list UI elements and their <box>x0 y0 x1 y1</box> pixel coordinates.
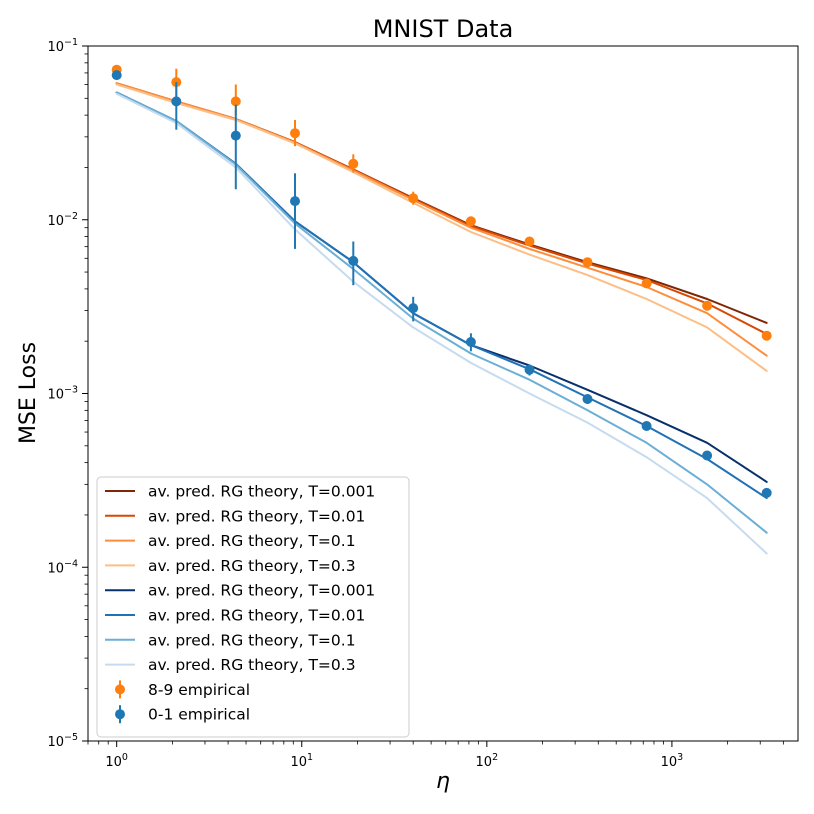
legend-label: av. pred. RG theory, T=0.001 <box>148 483 375 501</box>
legend-label: av. pred. RG theory, T=0.001 <box>148 582 375 600</box>
theory-line-8-9-3 <box>115 83 768 372</box>
legend-entry: av. pred. RG theory, T=0.3 <box>105 557 356 575</box>
x-tick-label: 102 <box>476 752 499 770</box>
legend-entry: 0-1 empirical <box>115 705 250 724</box>
plot-area-frame <box>87 45 799 742</box>
legend-entry: av. pred. RG theory, T=0.001 <box>105 582 375 600</box>
legend-marker-swatch <box>115 709 125 720</box>
data-point <box>408 193 419 204</box>
data-point <box>348 158 359 169</box>
x-tick-label: 103 <box>661 752 684 770</box>
legend-label: av. pred. RG theory, T=0.1 <box>148 631 356 649</box>
theory-line-8-9-2 <box>115 82 768 357</box>
legend-entry: av. pred. RG theory, T=0.1 <box>105 631 356 649</box>
data-point <box>702 300 713 311</box>
x-tick-label: 100 <box>105 752 128 770</box>
legend-entry: 8-9 empirical <box>115 680 250 699</box>
x-axis-label: η <box>436 769 450 794</box>
theory-line-0-1-6 <box>115 91 768 534</box>
legend-label: 0-1 empirical <box>148 706 250 724</box>
y-tick-label: 10−4 <box>47 558 78 576</box>
y-tick-label: 10−2 <box>47 211 78 229</box>
legend-entry: av. pred. RG theory, T=0.01 <box>105 507 365 525</box>
empirical-points <box>111 64 772 498</box>
data-point <box>641 278 652 289</box>
data-point <box>290 128 300 139</box>
chart-title: MNIST Data <box>373 15 514 43</box>
legend-entry: av. pred. RG theory, T=0.001 <box>105 483 375 501</box>
data-point <box>408 303 419 314</box>
theory-lines <box>115 82 768 555</box>
data-point <box>582 257 593 268</box>
theory-line-0-1-7 <box>115 92 768 555</box>
data-point <box>524 364 535 375</box>
y-tick-label: 10−1 <box>47 37 78 55</box>
data-point <box>111 70 122 81</box>
data-point <box>465 216 476 227</box>
data-point <box>230 96 241 107</box>
data-point <box>641 421 652 431</box>
y-tick-label: 10−3 <box>47 385 78 403</box>
data-point <box>761 330 772 341</box>
x-tick-label: 101 <box>290 752 313 770</box>
data-point <box>524 236 535 247</box>
legend-label: av. pred. RG theory, T=0.3 <box>148 656 356 674</box>
legend-label: av. pred. RG theory, T=0.01 <box>148 607 365 625</box>
legend-entry: av. pred. RG theory, T=0.1 <box>105 532 356 550</box>
data-point <box>761 487 772 498</box>
data-point <box>348 255 359 266</box>
data-point <box>465 337 476 347</box>
axis-ticks: 100 101 102 103 10−5 10−4 10−3 10−2 10−1 <box>47 37 784 770</box>
legend-entry: av. pred. RG theory, T=0.01 <box>105 607 365 625</box>
legend-label: av. pred. RG theory, T=0.3 <box>148 557 356 575</box>
y-axis-label: MSE Loss <box>16 342 41 444</box>
data-point <box>702 450 713 461</box>
data-point <box>171 96 182 107</box>
legend-label: av. pred. RG theory, T=0.01 <box>148 507 365 525</box>
data-point <box>230 130 241 141</box>
legend-label: 8-9 empirical <box>148 681 250 699</box>
data-point <box>290 196 300 207</box>
legend-marker-swatch <box>115 684 125 695</box>
legend-label: av. pred. RG theory, T=0.1 <box>148 532 356 550</box>
legend-entry: av. pred. RG theory, T=0.3 <box>105 656 356 674</box>
data-point <box>582 394 593 404</box>
legend-box <box>96 476 410 738</box>
legend: av. pred. RG theory, T=0.001 av. pred. RG… <box>96 476 410 738</box>
y-tick-label: 10−5 <box>47 732 78 750</box>
empirical-series-1 <box>111 70 772 498</box>
